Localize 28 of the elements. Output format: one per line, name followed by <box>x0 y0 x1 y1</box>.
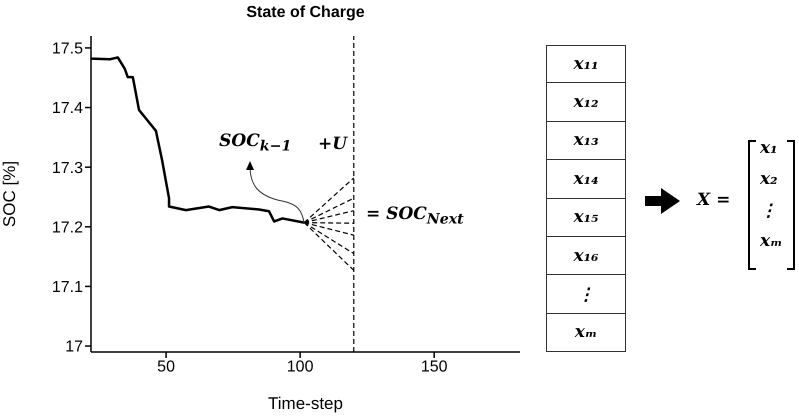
x-tick-label: 100 <box>286 358 314 376</box>
text: x₁ <box>760 138 778 158</box>
y-axis-title: SOC [%] <box>0 160 20 228</box>
x-tick-label: 50 <box>157 358 176 376</box>
text: ⋮ <box>760 200 777 221</box>
x-tick-label: 150 <box>420 358 448 376</box>
text: x₁₁ <box>573 54 599 74</box>
x-axis-title: Time-step <box>268 394 343 413</box>
text: x₁₃ <box>573 130 599 150</box>
y-tick-label: 17 <box>65 338 84 356</box>
text: x₁₅ <box>573 207 599 228</box>
annotation: +U <box>318 134 348 154</box>
y-tick-label: 17.3 <box>52 160 84 177</box>
text: xₘ <box>574 322 598 342</box>
text: x₁₆ <box>573 246 599 266</box>
text: x₁₄ <box>573 168 599 189</box>
y-tick-label: 17.5 <box>52 40 84 58</box>
text: X = <box>697 190 730 210</box>
text: ⋮ <box>578 284 594 305</box>
text: x₂ <box>760 169 778 189</box>
y-tick-label: 17.1 <box>52 279 84 296</box>
text: x₁₂ <box>573 92 599 112</box>
chart-title: State of Charge <box>245 4 366 22</box>
annotation: SOC$_{k−1}$ <box>219 130 292 154</box>
y-tick-label: 17.2 <box>52 219 84 236</box>
text: xₘ <box>760 231 783 251</box>
y-tick-label: 17.4 <box>52 100 84 118</box>
annotation: = SOC$_{Next}$ <box>366 204 464 228</box>
